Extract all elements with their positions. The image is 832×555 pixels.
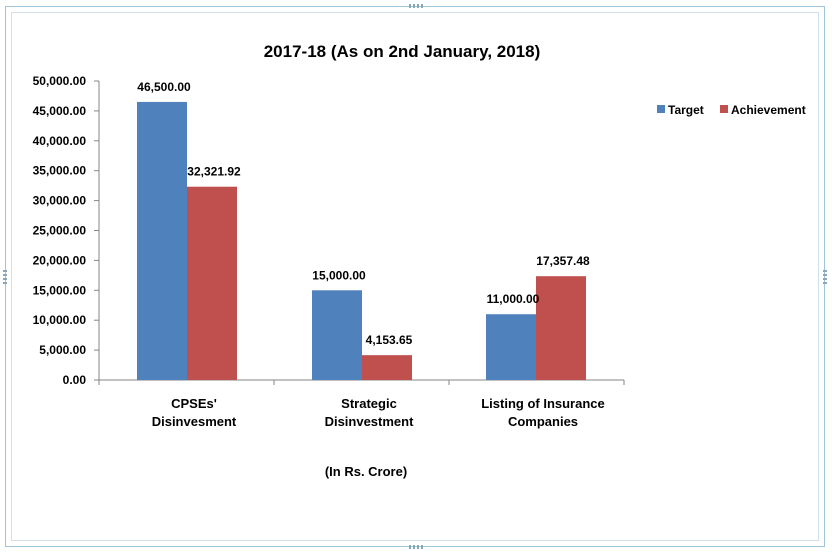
data-labels: 46,500.00 15,000.00 11,000.00 32,321.92 4,15…	[137, 80, 590, 347]
data-label: 4,153.65	[366, 333, 413, 347]
bar-achievement	[362, 355, 412, 380]
bars	[137, 101, 586, 381]
chart-title: 2017-18 (As on 2nd January, 2018)	[264, 42, 541, 61]
resize-handle-left[interactable]	[3, 270, 7, 284]
legend-swatch-achievement	[720, 105, 728, 113]
x-tick-label: Strategic Disinvestment	[325, 396, 415, 429]
data-label: 15,000.00	[312, 268, 366, 282]
bar-achievement	[187, 186, 237, 380]
bar-target	[312, 290, 362, 380]
y-tick-label: 30,000.00	[33, 194, 87, 208]
y-tick-label: 15,000.00	[33, 283, 87, 297]
x-tick-label: Listing of Insurance Companies	[481, 396, 605, 429]
bar-achievement	[536, 276, 586, 380]
legend-label: Target	[668, 103, 704, 117]
bar-target	[486, 314, 536, 380]
x-axis: CPSEs' Disinvesment Strategic Disinvestment…	[98, 379, 625, 429]
resize-handle-right[interactable]	[823, 270, 827, 284]
data-label: 32,321.92	[187, 165, 241, 179]
chart-inner-border	[11, 12, 819, 541]
legend: Target Achievement	[657, 103, 806, 117]
y-tick-label: 5,000.00	[39, 343, 86, 357]
data-label: 17,357.48	[536, 254, 590, 268]
data-label: 11,000.00	[487, 292, 540, 306]
resize-handle-top[interactable]	[409, 4, 423, 8]
y-tick-label: 20,000.00	[33, 253, 87, 267]
data-label: 46,500.00	[137, 80, 191, 94]
y-tick-label: 25,000.00	[33, 224, 87, 238]
y-tick-label: 45,000.00	[33, 104, 87, 118]
y-tick-label: 35,000.00	[33, 164, 87, 178]
y-tick-label: 50,000.00	[33, 74, 87, 88]
legend-swatch-target	[657, 105, 665, 113]
resize-handle-bottom[interactable]	[409, 545, 423, 549]
y-axis: 0.00 5,000.00 10,000.00 15,000.00 20,000.00 2…	[33, 74, 100, 387]
legend-label: Achievement	[731, 103, 806, 117]
y-tick-label: 10,000.00	[33, 313, 87, 327]
x-tick-label: CPSEs' Disinvesment	[152, 396, 237, 429]
x-axis-title: (In Rs. Crore)	[325, 464, 407, 479]
y-tick-label: 40,000.00	[33, 134, 87, 148]
bar-target	[137, 101, 187, 381]
y-tick-label: 0.00	[63, 373, 87, 387]
